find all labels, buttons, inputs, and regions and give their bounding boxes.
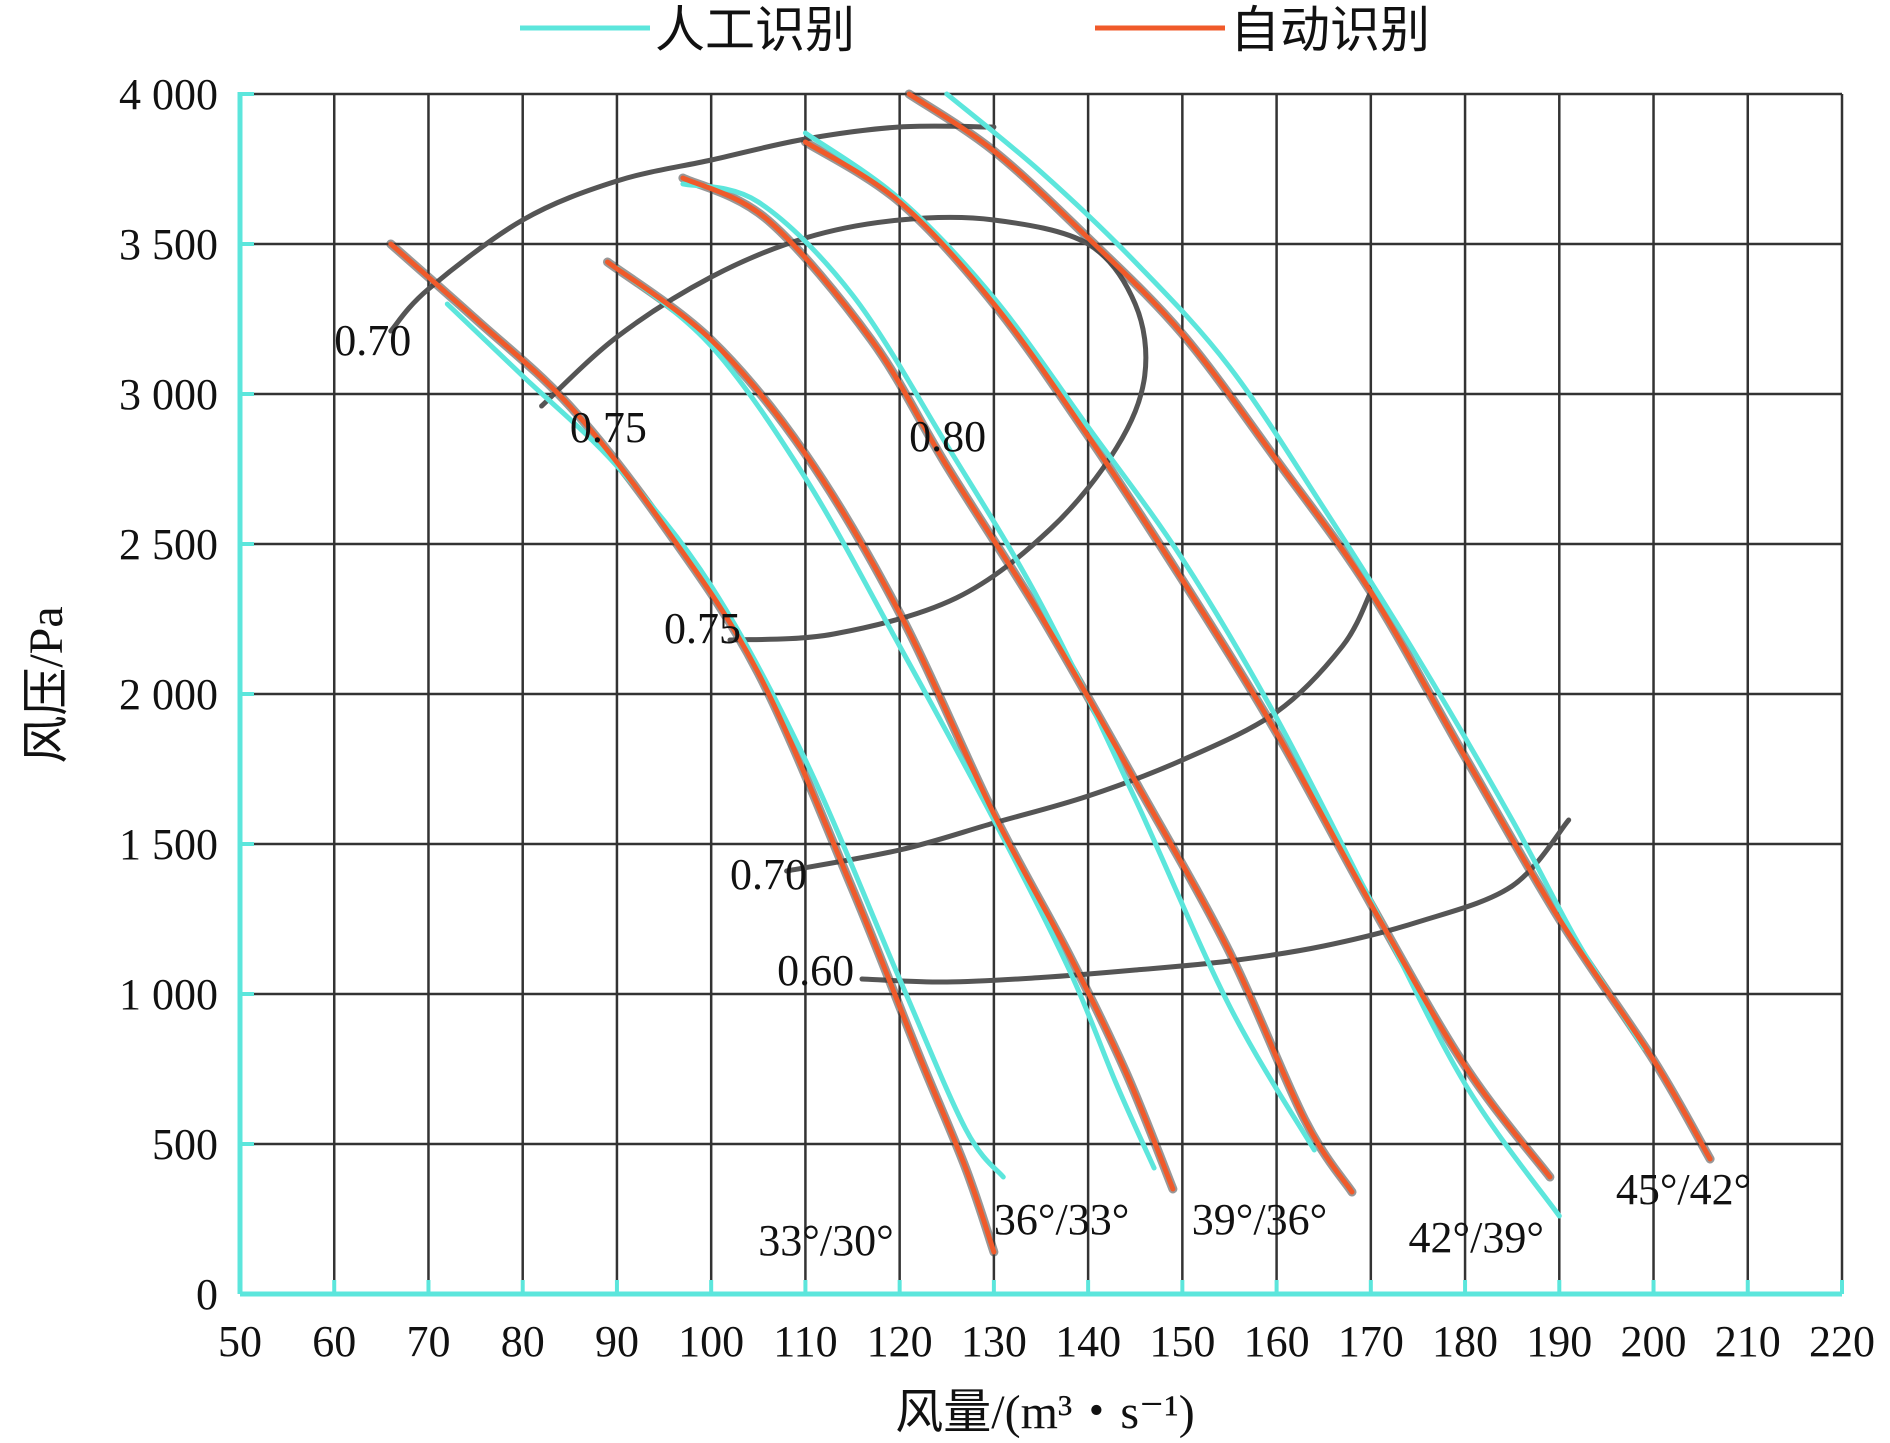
x-tick-label: 190 (1526, 1317, 1592, 1366)
x-tick-label: 60 (312, 1317, 356, 1366)
y-tick-label: 500 (152, 1120, 218, 1169)
y-tick-label: 1 000 (119, 970, 218, 1019)
efficiency-label: 0.75 (664, 604, 741, 653)
manual-curve (944, 91, 1647, 1051)
blade-angle-label: 33°/30° (758, 1216, 893, 1265)
auto-curve (906, 91, 1713, 1162)
x-tick-label: 120 (867, 1317, 933, 1366)
auto-curve (388, 241, 997, 1255)
blade-angle-label: 42°/39° (1409, 1213, 1544, 1262)
legend-label-auto: 自动识别 (1230, 1, 1430, 59)
original-curve (904, 89, 1715, 1164)
efficiency-label: 0.70 (334, 316, 411, 365)
efficiency-label: 0.75 (570, 403, 647, 452)
blade-angle-label: 39°/36° (1192, 1195, 1327, 1244)
legend: 人工识别 自动识别 (520, 1, 1430, 59)
x-tick-label: 80 (501, 1317, 545, 1366)
axes: 50 60 70 80 90 100 110 120 130 140 150 160 170 180 190… (119, 70, 1875, 1366)
efficiency-contours (388, 123, 1572, 985)
blade-angle-label: 45°/42° (1616, 1165, 1751, 1214)
efficiency-label: 0.70 (730, 850, 807, 899)
y-tick-label: 2 000 (119, 670, 218, 719)
manual-curve (680, 181, 1317, 1153)
y-tick-label: 4 000 (119, 70, 218, 119)
x-tick-label: 200 (1621, 1317, 1687, 1366)
blade-angle-label: 36°/33° (994, 1195, 1129, 1244)
x-tick-label: 170 (1338, 1317, 1404, 1366)
auto-curve (680, 175, 1355, 1195)
x-axis-title: 风量/(m³・s⁻¹) (895, 1386, 1194, 1439)
y-tick-label: 3 000 (119, 370, 218, 419)
efficiency-label: 0.60 (777, 946, 854, 995)
x-tick-label: 180 (1432, 1317, 1498, 1366)
x-tick-label: 130 (961, 1317, 1027, 1366)
auto-curve (802, 139, 1553, 1180)
manual-curve (614, 265, 1157, 1171)
y-tick-label: 2 500 (119, 520, 218, 569)
series-curves (386, 89, 1715, 1257)
x-tick-label: 160 (1244, 1317, 1310, 1366)
efficiency-label: 0.80 (909, 412, 986, 461)
x-tick-label: 50 (218, 1317, 262, 1366)
x-tick-label: 150 (1149, 1317, 1215, 1366)
y-tick-label: 3 500 (119, 220, 218, 269)
x-tick-label: 220 (1809, 1317, 1875, 1366)
x-tick-label: 210 (1715, 1317, 1781, 1366)
x-tick-label: 140 (1055, 1317, 1121, 1366)
x-tick-label: 90 (595, 1317, 639, 1366)
manual-curve (802, 130, 1562, 1219)
x-tick-label: 110 (773, 1317, 837, 1366)
annotations: 0.70 0.75 0.80 0.75 0.70 0.60 33°/30° 36°/33° 39… (334, 316, 1751, 1265)
efficiency-contour (388, 123, 997, 334)
manual-curve (444, 301, 1006, 1180)
grid (240, 92, 1844, 1294)
y-axis-title: 风压/Pa (20, 606, 73, 763)
legend-label-manual: 人工识别 (655, 1, 855, 59)
y-tick-label: 0 (196, 1270, 218, 1319)
y-tick-label: 1 500 (119, 820, 218, 869)
x-tick-label: 100 (678, 1317, 744, 1366)
x-tick-label: 70 (406, 1317, 450, 1366)
auto-curve (605, 259, 1176, 1192)
